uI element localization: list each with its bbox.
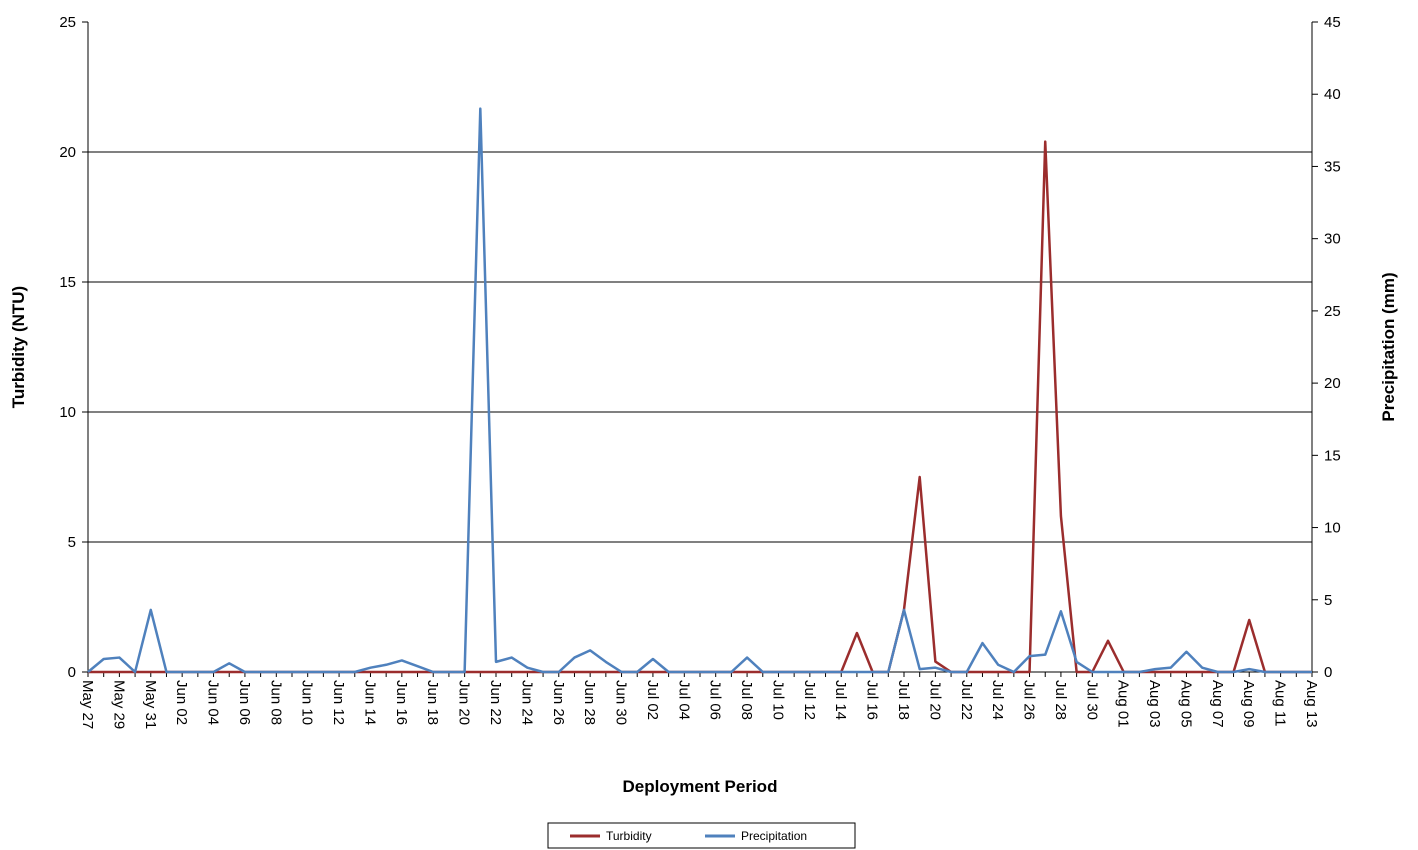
x-tick-label: Jul 16: [864, 680, 881, 720]
x-tick-label: Jul 06: [707, 680, 724, 720]
x-tick-label: Aug 11: [1272, 680, 1289, 726]
x-tick-label: Jul 28: [1052, 680, 1069, 720]
x-tick-label: May 31: [142, 680, 159, 729]
x-tick-label: Jul 08: [738, 680, 755, 720]
y-tick-label: 25: [59, 14, 76, 31]
x-tick-label: Jun 02: [173, 680, 190, 725]
x-tick-label: Jul 30: [1083, 680, 1100, 720]
x-tick-label: Jul 04: [675, 680, 692, 720]
x-axis-title: Deployment Period: [623, 777, 778, 796]
y2-tick-label: 15: [1324, 447, 1341, 464]
x-tick-label: Jul 20: [926, 680, 943, 720]
y2-tick-label: 30: [1324, 231, 1341, 248]
x-tick-label: Jun 10: [299, 680, 316, 725]
x-tick-label: Jun 12: [330, 680, 347, 725]
x-tick-label: Jul 26: [1021, 680, 1038, 720]
legend-label: Turbidity: [606, 829, 652, 843]
y-tick-label: 15: [59, 274, 76, 291]
y2-tick-label: 20: [1324, 375, 1341, 392]
x-tick-label: Jun 30: [613, 680, 630, 725]
x-tick-label: Jun 08: [267, 680, 284, 725]
x-tick-label: Aug 03: [1146, 680, 1163, 728]
x-tick-label: Jun 18: [424, 680, 441, 725]
y-tick-label: 10: [59, 404, 76, 421]
x-tick-label: May 27: [79, 680, 96, 729]
x-tick-label: Jul 12: [801, 680, 818, 720]
y2-tick-label: 0: [1324, 664, 1332, 681]
x-tick-label: Aug 05: [1177, 680, 1194, 728]
x-tick-label: Jun 06: [236, 680, 253, 725]
x-tick-label: Jul 02: [644, 680, 661, 720]
series-line: [87, 107, 1312, 674]
x-tick-label: Jun 14: [361, 680, 378, 725]
x-tick-label: Jul 22: [958, 680, 975, 720]
x-tick-label: Aug 09: [1240, 680, 1257, 728]
x-tick-label: Jun 04: [205, 680, 222, 725]
y-axis-title: Turbidity (NTU): [9, 286, 28, 408]
x-tick-label: Jul 18: [895, 680, 912, 720]
x-tick-label: Aug 13: [1303, 680, 1320, 728]
y2-tick-label: 10: [1324, 520, 1341, 537]
x-tick-label: Jun 24: [518, 680, 535, 725]
y-tick-label: 5: [68, 534, 76, 551]
x-tick-label: Jun 16: [393, 680, 410, 725]
x-tick-label: Jun 20: [456, 680, 473, 725]
x-tick-label: Jun 28: [581, 680, 598, 725]
y2-axis-title: Precipitation (mm): [1379, 272, 1398, 421]
x-tick-label: Jul 10: [769, 680, 786, 720]
x-tick-label: Jul 14: [832, 680, 849, 720]
y2-tick-label: 25: [1324, 303, 1341, 320]
y-tick-label: 20: [59, 144, 76, 161]
y2-tick-label: 35: [1324, 158, 1341, 175]
x-tick-label: May 29: [110, 680, 127, 729]
x-tick-label: Jul 24: [989, 680, 1006, 720]
y2-tick-label: 40: [1324, 86, 1341, 103]
legend-label: Precipitation: [741, 829, 807, 843]
y2-tick-label: 5: [1324, 592, 1332, 609]
x-tick-label: Aug 07: [1209, 680, 1226, 728]
x-tick-label: Jun 22: [487, 680, 504, 725]
x-tick-label: Aug 01: [1115, 680, 1132, 728]
series-line: [88, 140, 1312, 674]
x-tick-label: Jun 26: [550, 680, 567, 725]
y2-tick-label: 45: [1324, 14, 1341, 31]
y-tick-label: 0: [68, 664, 76, 681]
